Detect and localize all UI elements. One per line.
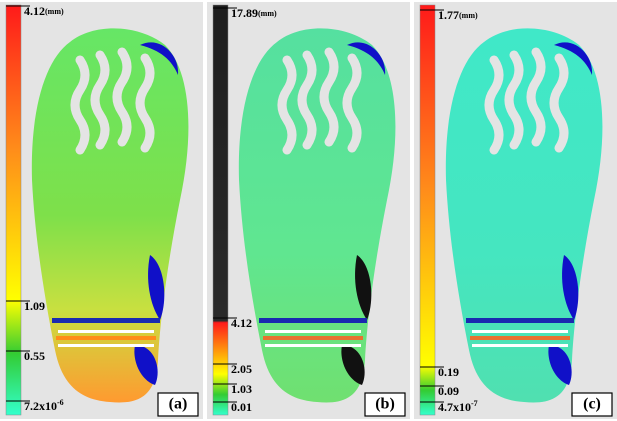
tick-label: 4.12(mm) [24, 4, 64, 18]
exponent: -7 [471, 399, 478, 408]
stripe [265, 344, 361, 347]
stripe [265, 330, 361, 333]
stripe [470, 336, 570, 340]
unit: (mm) [258, 9, 277, 18]
tick-label: 0.19 [438, 365, 459, 379]
tick-label: 17.89(mm) [231, 6, 277, 20]
panel-label: (c) [583, 396, 601, 413]
tick-label: 2.05 [231, 362, 252, 376]
tick-label: 0.55 [24, 349, 45, 363]
colorbar [213, 5, 228, 415]
panel: 1.77(mm)0.190.094.7x10-7(c) [414, 2, 617, 419]
panel-label: (b) [375, 396, 395, 413]
tick-label: 1.77(mm) [438, 8, 478, 22]
stripe [52, 318, 160, 323]
figure: 4.12(mm)1.090.557.2x10-6(a)17.89(mm)4.12… [0, 0, 617, 421]
stripe [259, 318, 367, 323]
colorbar [420, 5, 435, 415]
stripe [58, 344, 154, 347]
tick-label: 1.09 [24, 299, 45, 313]
stripe [56, 336, 156, 340]
exponent: -6 [57, 398, 64, 407]
tick-label: 0.09 [438, 384, 459, 398]
panel: 17.89(mm) 4.12 2.05 1.03 0.01 (b) [207, 2, 410, 419]
stripe [472, 330, 568, 333]
stripe [466, 318, 574, 323]
unit: (mm) [45, 7, 64, 16]
tick-label: 0.01 [231, 400, 252, 414]
colorbar [6, 5, 21, 415]
stripe [472, 344, 568, 347]
unit: (mm) [459, 11, 478, 20]
panel: 4.12(mm)1.090.557.2x10-6(a) [0, 2, 203, 419]
stripe [263, 336, 363, 340]
panel-label: (a) [169, 396, 188, 413]
tick-label: 1.03 [231, 382, 252, 396]
tick-label: 4.12 [231, 316, 252, 330]
stripe [58, 330, 154, 333]
